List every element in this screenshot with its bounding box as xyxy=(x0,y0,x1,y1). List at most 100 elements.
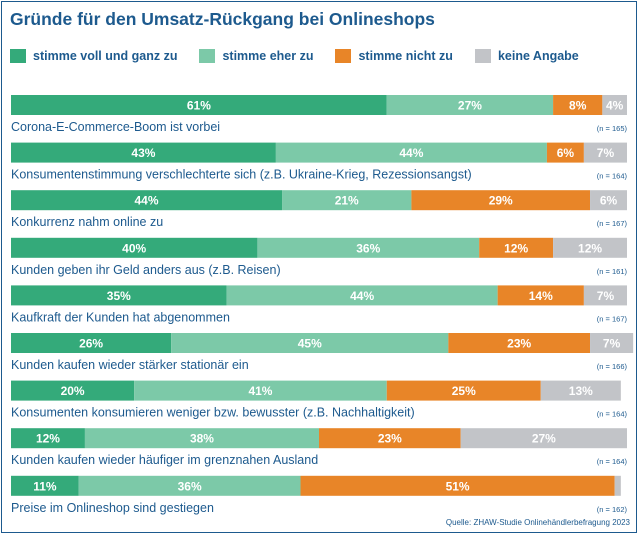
bar-segment xyxy=(460,428,627,449)
chart-legend: stimme voll und ganz zu stimme eher zu s… xyxy=(10,48,601,64)
bar-segment xyxy=(11,142,276,163)
bar-value-label: 38% xyxy=(190,432,214,446)
bar-value-label: 26% xyxy=(79,337,103,351)
bar-segment xyxy=(319,428,461,449)
bar-segment xyxy=(11,285,227,306)
bar-value-label: 13% xyxy=(569,384,593,398)
bar-segment xyxy=(602,95,627,115)
bar-segment xyxy=(546,142,584,163)
category-label: Kunden kaufen wieder stärker stationär e… xyxy=(11,358,249,372)
category-label: Konsumenten konsumieren weniger bzw. bew… xyxy=(11,406,415,420)
bar-value-label: 4% xyxy=(606,99,624,113)
bar-value-label: 36% xyxy=(356,241,380,255)
bar-segment xyxy=(448,333,591,353)
bar-value-label: 21% xyxy=(335,194,359,208)
bar-segment xyxy=(386,95,554,115)
bar-value-label: 23% xyxy=(378,432,402,446)
bar-value-label: 7% xyxy=(597,146,615,160)
bar-value-label: 45% xyxy=(298,337,322,351)
bar-segment xyxy=(540,380,621,401)
bar-value-label: 43% xyxy=(131,146,155,160)
category-label: Kunden geben ihr Geld anders aus (z.B. R… xyxy=(11,263,281,277)
bar-segment xyxy=(134,380,387,401)
bar-value-label: 29% xyxy=(489,194,513,208)
chart-title: Gründe für den Umsatz-Rückgang bei Onlin… xyxy=(10,9,435,29)
bar-value-label: 61% xyxy=(187,99,211,113)
category-label: Konsumentenstimmung verschlechterte sich… xyxy=(11,168,472,182)
sample-size-label: (n = 166) xyxy=(597,362,628,371)
bar-segment xyxy=(275,142,547,163)
category-label: Kaufkraft der Kunden hat abgenommen xyxy=(11,310,230,324)
bar-value-label: 44% xyxy=(399,146,423,160)
sample-size-label: (n = 167) xyxy=(597,314,628,323)
bar-segment xyxy=(497,285,584,306)
sample-size-label: (n = 164) xyxy=(597,410,628,419)
bar-segment xyxy=(84,428,319,449)
bar-value-label: 44% xyxy=(350,289,374,303)
bar-value-label: 27% xyxy=(458,99,482,113)
bar-value-label: 44% xyxy=(135,194,159,208)
legend-label: keine Angabe xyxy=(497,49,579,63)
bar-segment xyxy=(226,285,498,306)
sample-size-label: (n = 164) xyxy=(597,457,628,466)
legend-item-keine: keine Angabe xyxy=(474,49,579,63)
bar-segment xyxy=(11,428,85,449)
bar-segment xyxy=(386,380,541,401)
bar-value-label: 27% xyxy=(532,432,556,446)
bar-value-label: 12% xyxy=(504,241,528,255)
sample-size-label: (n = 167) xyxy=(597,219,628,228)
bar-segment xyxy=(171,333,449,353)
bar-segment xyxy=(11,333,172,353)
bar-value-label: 35% xyxy=(107,289,131,303)
bar-value-label: 12% xyxy=(578,241,602,255)
bar-segment xyxy=(300,475,615,496)
legend-swatch xyxy=(474,49,491,63)
bar-value-label: 23% xyxy=(507,337,531,351)
bar-segment xyxy=(411,190,591,211)
bar-value-label: 6% xyxy=(557,146,575,160)
sample-size-label: (n = 165) xyxy=(597,124,628,133)
bar-segment xyxy=(11,380,135,401)
sample-size-label: (n = 162) xyxy=(597,505,628,514)
bar-value-label: 40% xyxy=(122,241,146,255)
bar-segment xyxy=(11,237,258,258)
sample-size-label: (n = 161) xyxy=(597,267,628,276)
legend-label: stimme nicht zu xyxy=(358,49,453,63)
bar-value-label: 36% xyxy=(178,479,202,493)
bar-segment xyxy=(78,475,301,496)
category-label: Konkurrenz nahm online zu xyxy=(11,215,163,229)
bar-segment xyxy=(282,190,412,211)
legend-label: stimme voll und ganz zu xyxy=(33,49,178,63)
legend-item-eher: stimme eher zu xyxy=(199,49,313,63)
legend-item-voll: stimme voll und ganz zu xyxy=(10,49,177,63)
bar-value-label: 41% xyxy=(248,384,272,398)
bar-value-label: 7% xyxy=(603,337,621,351)
bar-segment xyxy=(257,237,480,258)
bar-value-label: 20% xyxy=(61,384,85,398)
bar-segment xyxy=(583,285,627,306)
bar-value-label: 12% xyxy=(36,432,60,446)
sample-size-label: (n = 164) xyxy=(597,172,628,181)
category-label: Kunden kaufen wieder häufiger im grenzna… xyxy=(11,453,318,467)
legend-swatch xyxy=(10,49,26,63)
category-label: Corona-E-Commerce-Boom ist vorbei xyxy=(11,120,220,134)
bar-segment xyxy=(553,237,627,258)
bar-value-label: 8% xyxy=(569,99,587,113)
bar-segment xyxy=(614,475,621,496)
bar-segment xyxy=(11,475,79,496)
bar-value-label: 51% xyxy=(446,479,470,493)
bar-segment xyxy=(479,237,554,258)
bar-segment xyxy=(590,333,634,353)
legend-item-nicht: stimme nicht zu xyxy=(335,49,453,63)
legend-swatch xyxy=(199,49,216,63)
category-label: Preise im Onlineshop sind gestiegen xyxy=(11,501,214,515)
bar-segment xyxy=(11,190,283,211)
bar-segment xyxy=(553,95,603,115)
bar-segment xyxy=(583,142,627,163)
bar-segment xyxy=(11,95,387,115)
bar-value-label: 25% xyxy=(452,384,476,398)
source-note: Quelle: ZHAW-Studie Onlinehändlerbefragu… xyxy=(445,518,630,527)
bar-value-label: 11% xyxy=(33,479,57,493)
bar-value-label: 14% xyxy=(529,289,553,303)
